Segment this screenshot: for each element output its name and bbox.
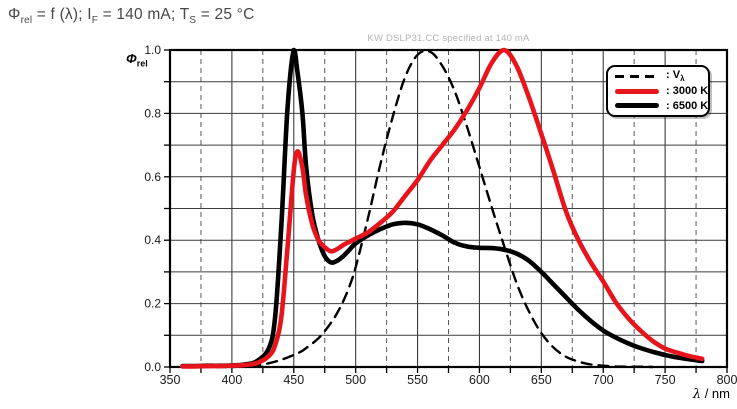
x-tick-label: 350 <box>160 373 181 387</box>
plot-frame <box>168 48 729 369</box>
y-tick-label: 0.8 <box>144 106 161 120</box>
legend-item-6500k: : 6500 K <box>615 98 708 113</box>
y-tick-label: 0.0 <box>144 360 161 374</box>
legend-item-3000k: : 3000 K <box>615 84 708 99</box>
y-tick-label: 1.0 <box>144 43 161 57</box>
x-tick-label: 550 <box>407 373 428 387</box>
legend-label: : 3000 K <box>666 85 709 97</box>
curve-vλ <box>181 49 654 369</box>
y-tick-label: 0.6 <box>144 170 161 184</box>
x-tick-label: 800 <box>717 373 737 387</box>
x-axis-label: λ / nm <box>692 386 730 402</box>
grid <box>164 49 728 373</box>
x-tick-label: 450 <box>283 373 304 387</box>
legend: : Vλ : 3000 K : 6500 K <box>606 65 710 117</box>
x-tick-label: 500 <box>345 373 366 387</box>
legend-item-vlambda: : Vλ <box>615 69 708 84</box>
x-tick-label: 750 <box>655 373 676 387</box>
red-line-swatch <box>615 88 659 94</box>
curves <box>180 47 705 369</box>
legend-label: : 6500 K <box>666 99 709 112</box>
x-tick-label: 600 <box>469 373 490 387</box>
curve-3000-k <box>180 47 705 369</box>
y-axis-label: Φrel <box>126 51 148 69</box>
black-line-swatch <box>615 103 659 109</box>
y-tick-label: 0.2 <box>144 297 161 311</box>
x-tick-label: 400 <box>221 373 242 387</box>
y-tick-label: 0.4 <box>144 233 161 247</box>
chart-title: Φrel = f (λ); IF = 140 mA; TS = 25 °C <box>8 6 255 27</box>
title-phi: Φ <box>8 6 21 23</box>
watermark: KW DSLP31.CC specified at 140 mA <box>367 33 530 44</box>
legend-label: : Vλ <box>666 69 685 84</box>
title-phi-sub: rel <box>20 15 33 27</box>
x-tick-label: 700 <box>593 373 614 387</box>
x-tick-label: 650 <box>531 373 552 387</box>
curve-6500-k <box>180 47 705 369</box>
dashed-line-swatch <box>615 74 659 78</box>
